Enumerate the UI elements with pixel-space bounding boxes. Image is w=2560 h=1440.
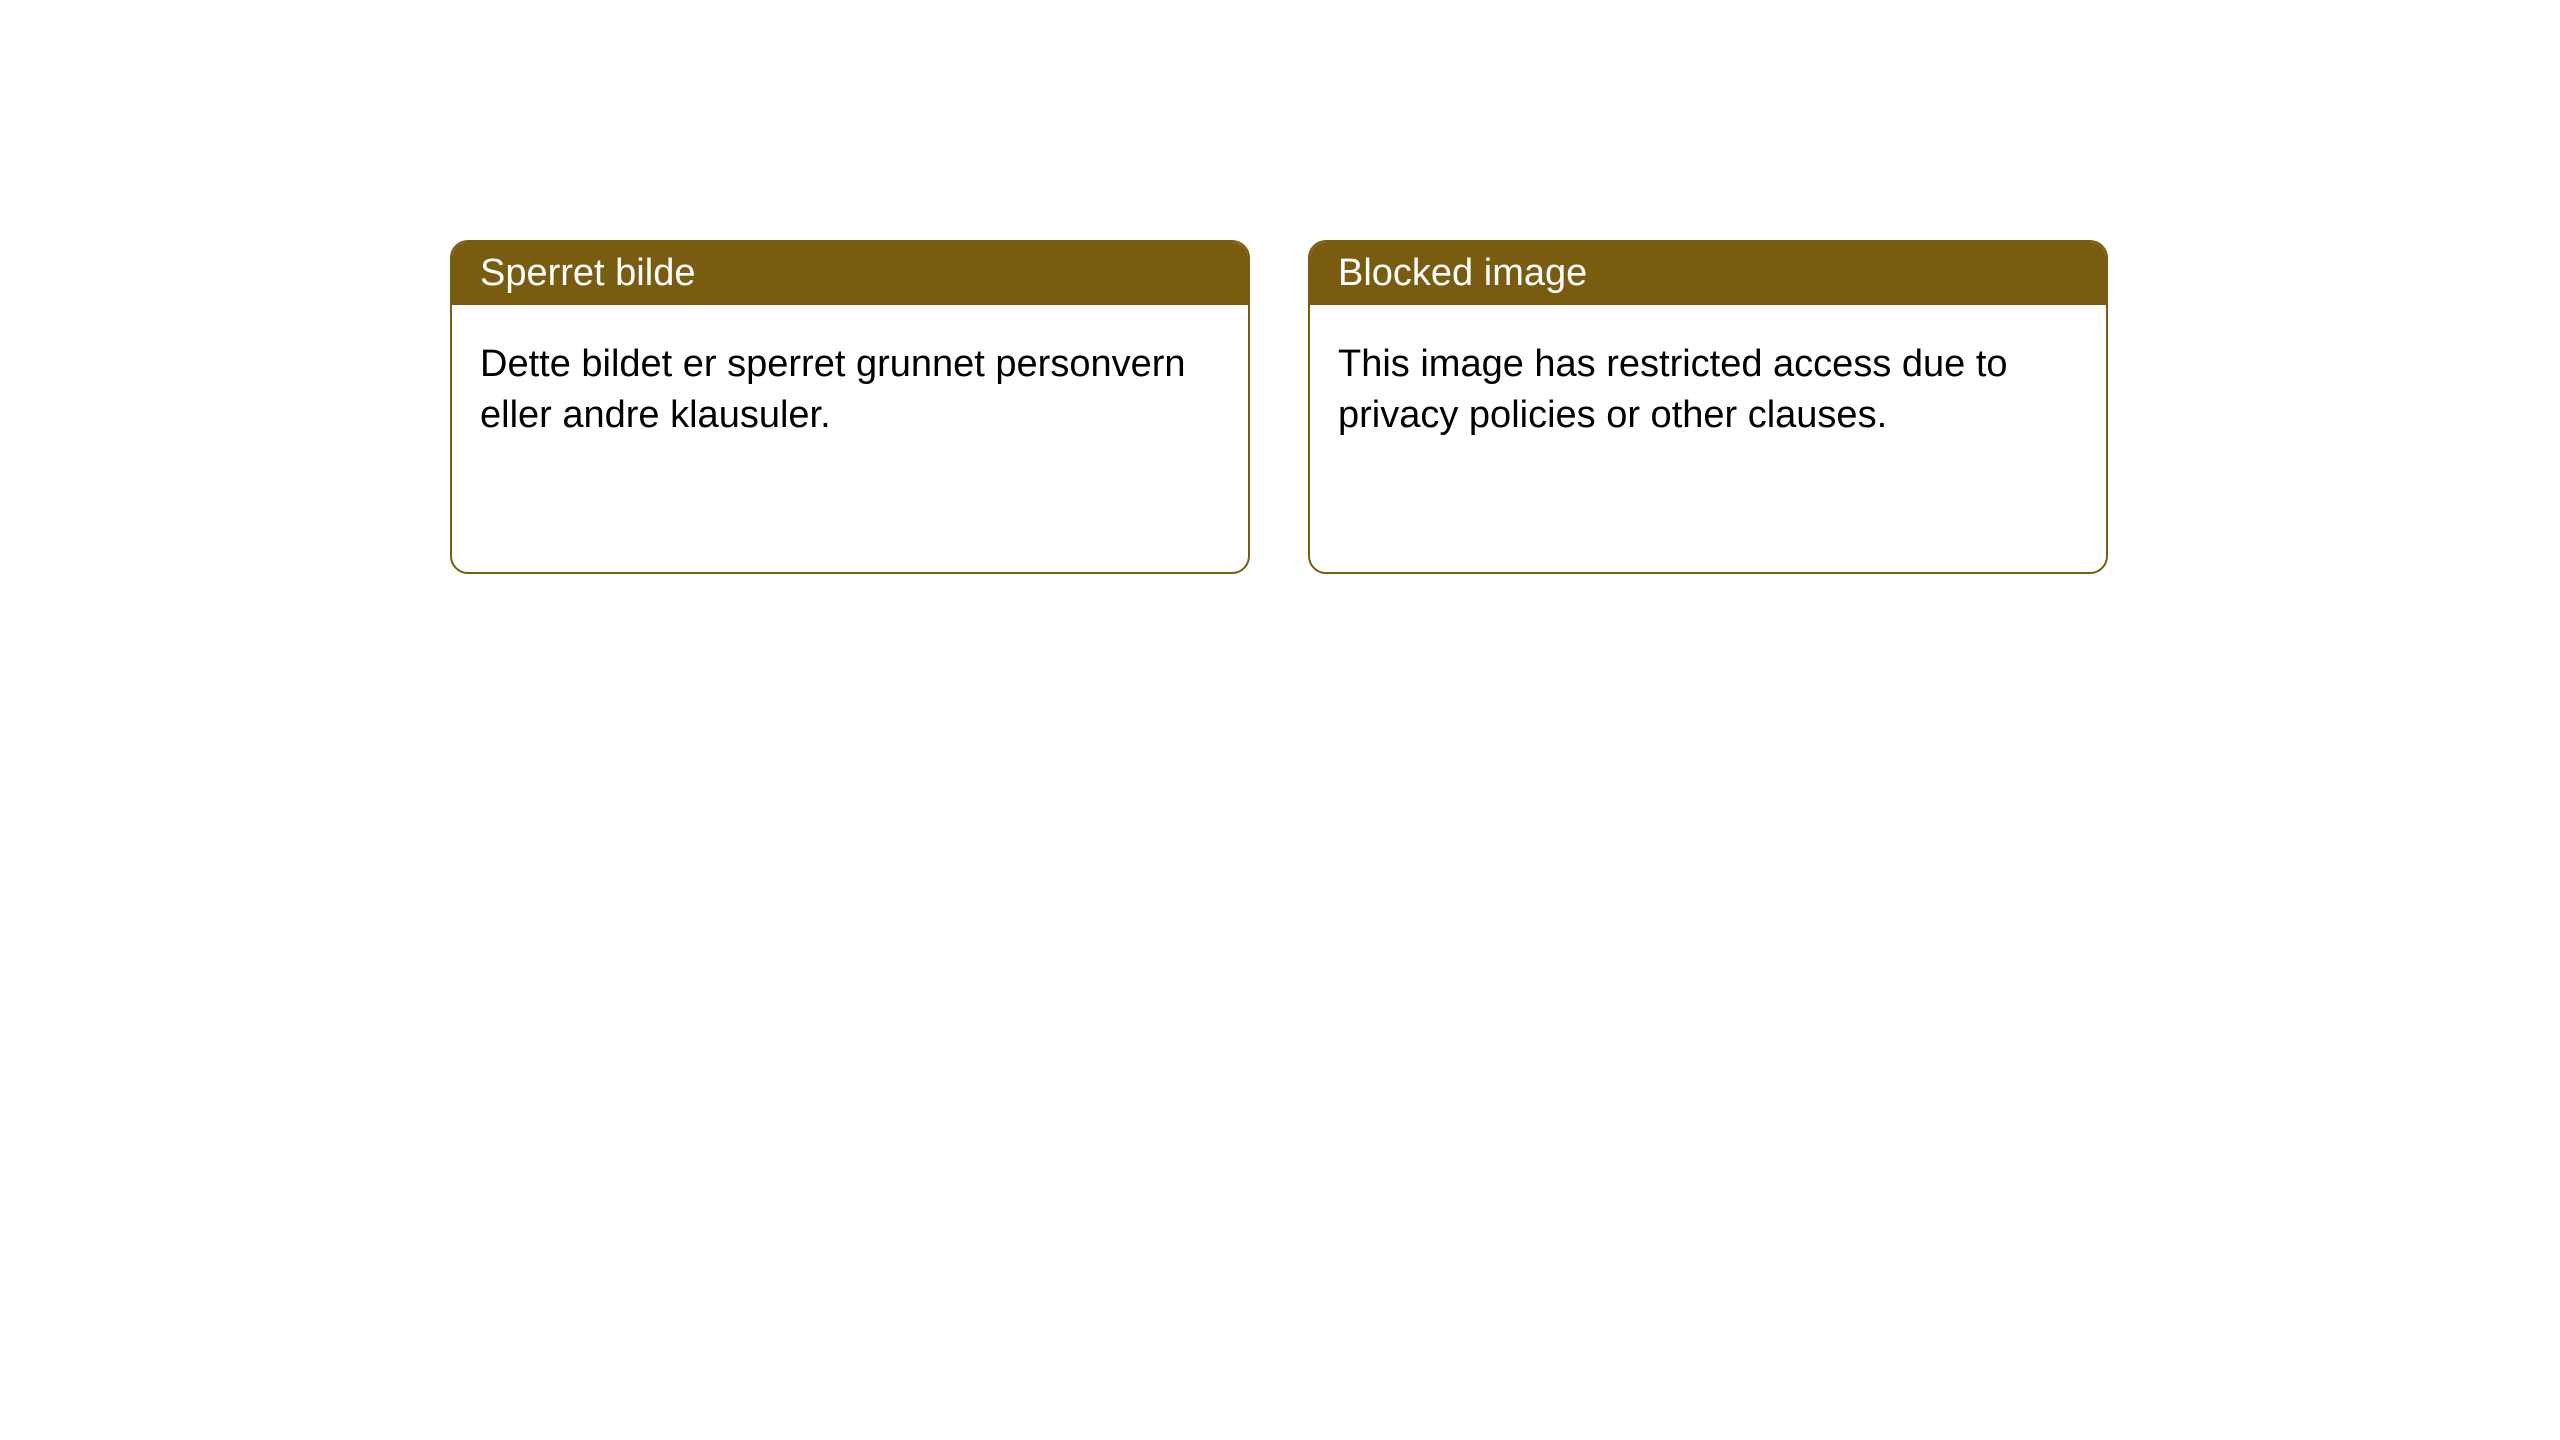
notice-text-en: This image has restricted access due to … — [1338, 343, 2008, 436]
notice-header-en: Blocked image — [1310, 242, 2106, 305]
notice-text-no: Dette bildet er sperret grunnet personve… — [480, 343, 1186, 436]
notice-title-en: Blocked image — [1338, 252, 1587, 294]
notice-header-no: Sperret bilde — [452, 242, 1248, 305]
notice-container: Sperret bilde Dette bildet er sperret gr… — [450, 240, 2108, 574]
notice-title-no: Sperret bilde — [480, 252, 695, 294]
blocked-image-notice-no: Sperret bilde Dette bildet er sperret gr… — [450, 240, 1250, 574]
notice-body-en: This image has restricted access due to … — [1310, 305, 2106, 476]
notice-body-no: Dette bildet er sperret grunnet personve… — [452, 305, 1248, 476]
blocked-image-notice-en: Blocked image This image has restricted … — [1308, 240, 2108, 574]
